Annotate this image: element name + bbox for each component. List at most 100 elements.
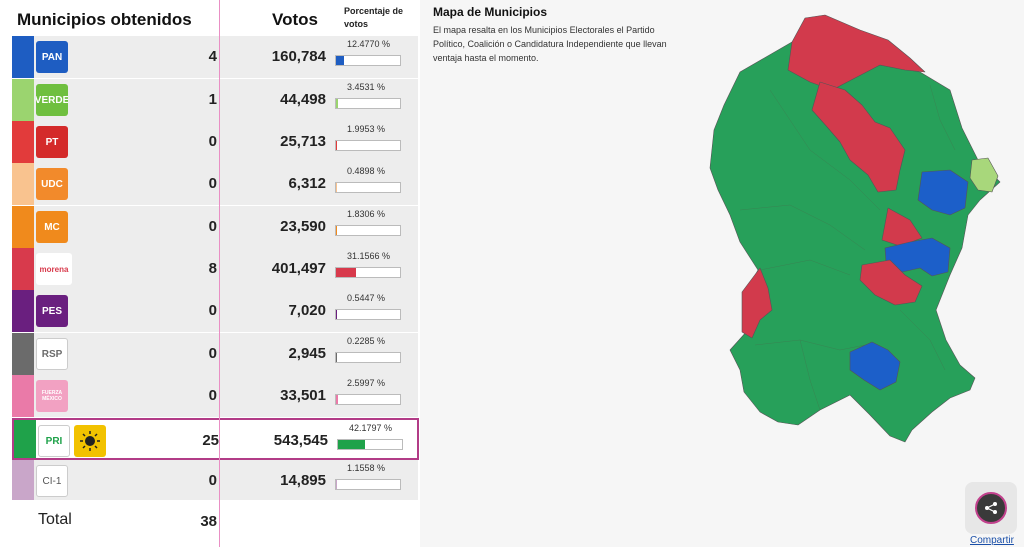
percentage-bar bbox=[335, 182, 401, 193]
party-logo: PRI bbox=[38, 425, 70, 457]
party-logo-label: UDC bbox=[41, 178, 63, 190]
map-region-red-west[interactable] bbox=[741, 267, 773, 339]
table-row[interactable]: PT 0 25,713 1.9953 % bbox=[12, 121, 418, 163]
party-color-bar bbox=[12, 460, 34, 502]
party-logo-label: PRI bbox=[45, 435, 63, 447]
map-region-lightgreen-east[interactable] bbox=[969, 157, 999, 193]
map-region-blue-south[interactable] bbox=[849, 341, 901, 391]
percentage-bar-fill bbox=[336, 353, 337, 362]
table-row[interactable]: RSP 0 2,945 0.2285 % bbox=[12, 333, 418, 375]
table-row[interactable]: VERDE 1 44,498 3.4531 % bbox=[12, 79, 418, 121]
percentage-bar-fill bbox=[336, 226, 338, 235]
column-divider bbox=[219, 0, 220, 547]
votos-count: 6,312 bbox=[288, 175, 326, 192]
percentage-label: 12.4770 % bbox=[347, 39, 391, 49]
percentage-label: 2.5997 % bbox=[347, 378, 386, 388]
municipios-count: 0 bbox=[208, 175, 217, 192]
percentage-label: 1.1558 % bbox=[347, 463, 386, 473]
party-logo: morena bbox=[36, 253, 72, 285]
table-header: Municipios obtenidos Votos Porcentaje de… bbox=[0, 0, 420, 36]
percentage-bar bbox=[335, 267, 401, 278]
votos-count: 33,501 bbox=[280, 387, 326, 404]
percentage-bar-fill bbox=[336, 395, 338, 404]
party-color-bar bbox=[12, 333, 34, 375]
party-logo: CI-1 bbox=[36, 465, 68, 497]
table-row[interactable]: CI-1 0 14,895 1.1558 % bbox=[12, 460, 418, 502]
party-logo-label: PAN bbox=[41, 51, 63, 63]
municipios-count: 4 bbox=[208, 48, 217, 65]
percentage-bar-fill bbox=[336, 183, 337, 192]
percentage-bar bbox=[337, 439, 403, 450]
percentage-bar bbox=[335, 352, 401, 363]
votos-count: 14,895 bbox=[280, 472, 326, 489]
votos-count: 25,713 bbox=[280, 133, 326, 150]
map-region-blue-east[interactable] bbox=[917, 169, 969, 216]
party-logo: PAN bbox=[36, 41, 68, 73]
party-logo: PT bbox=[36, 126, 68, 158]
share-icon bbox=[975, 492, 1007, 524]
table-row[interactable]: morena 8 401,497 31.1566 % bbox=[12, 248, 418, 290]
party-logo: RSP bbox=[36, 338, 68, 370]
party-color-bar bbox=[14, 420, 36, 458]
party-color-bar bbox=[12, 248, 34, 290]
municipios-count: 0 bbox=[208, 387, 217, 404]
share-link[interactable]: Compartir bbox=[970, 535, 1014, 546]
total-value: 38 bbox=[200, 513, 217, 530]
percentage-label: 1.8306 % bbox=[347, 209, 386, 219]
party-logo: UDC bbox=[36, 168, 68, 200]
map-panel: Mapa de Municipios El mapa resalta en lo… bbox=[420, 0, 1024, 547]
party-color-bar bbox=[12, 121, 34, 163]
party-logo-label: CI-1 bbox=[42, 475, 62, 487]
party-color-bar bbox=[12, 36, 34, 78]
party-logo-label: PES bbox=[41, 305, 62, 317]
party-logo: VERDE bbox=[36, 84, 68, 116]
total-label: Total bbox=[38, 511, 72, 528]
table-row[interactable]: PAN 4 160,784 12.4770 % bbox=[12, 36, 418, 78]
votos-count: 44,498 bbox=[280, 91, 326, 108]
party-logo-label: RSP bbox=[41, 348, 63, 360]
percentage-bar-fill bbox=[336, 141, 338, 150]
map-region-red-center[interactable] bbox=[811, 81, 906, 193]
votos-count: 401,497 bbox=[271, 260, 326, 277]
party-logo: MC bbox=[36, 211, 68, 243]
municipios-count: 8 bbox=[208, 260, 217, 277]
party-logo-label: VERDE bbox=[36, 94, 68, 106]
percentage-label: 1.9953 % bbox=[347, 124, 386, 134]
share-button[interactable] bbox=[965, 482, 1017, 534]
percentage-bar bbox=[335, 225, 401, 236]
percentage-bar-fill bbox=[336, 99, 339, 108]
percentage-label: 0.2285 % bbox=[347, 336, 386, 346]
municipios-count: 25 bbox=[202, 432, 219, 449]
party-logo-label: morena bbox=[39, 264, 69, 274]
municipios-count: 1 bbox=[208, 91, 217, 108]
map-region-red-south-center[interactable] bbox=[859, 259, 923, 306]
percentage-label: 0.4898 % bbox=[347, 166, 386, 176]
table-row[interactable]: UDC 0 6,312 0.4898 % bbox=[12, 163, 418, 205]
map-region-red-north[interactable] bbox=[787, 14, 926, 91]
votos-count: 23,590 bbox=[280, 218, 326, 235]
percentage-label: 31.1566 % bbox=[347, 251, 391, 261]
table-row[interactable]: PES 0 7,020 0.5447 % bbox=[12, 290, 418, 332]
percentage-label: 0.5447 % bbox=[347, 293, 386, 303]
table-row[interactable]: PRI 25 543,545 42.1797 % bbox=[12, 418, 419, 460]
municipalities-map[interactable] bbox=[700, 10, 1020, 450]
table-row[interactable]: FUERZA MÉXICO 0 33,501 2.5997 % bbox=[12, 375, 418, 417]
percentage-bar-fill bbox=[336, 480, 337, 489]
votos-count: 7,020 bbox=[288, 302, 326, 319]
municipios-count: 0 bbox=[208, 302, 217, 319]
map-description: El mapa resalta en los Municipios Electo… bbox=[433, 25, 667, 63]
percentage-bar-fill bbox=[336, 56, 344, 65]
map-title: Mapa de Municipios bbox=[433, 5, 548, 19]
party-logo-label: FUERZA MÉXICO bbox=[41, 390, 63, 402]
header-municipios: Municipios obtenidos bbox=[17, 10, 192, 29]
party-logo-label: MC bbox=[44, 221, 60, 233]
municipios-count: 0 bbox=[208, 472, 217, 489]
prd-logo bbox=[74, 425, 106, 457]
party-logo-label: PT bbox=[45, 136, 59, 148]
municipios-count: 0 bbox=[208, 218, 217, 235]
results-table: Municipios obtenidos Votos Porcentaje de… bbox=[0, 0, 420, 547]
party-color-bar bbox=[12, 206, 34, 248]
table-row[interactable]: MC 0 23,590 1.8306 % bbox=[12, 206, 418, 248]
municipios-count: 0 bbox=[208, 133, 217, 150]
header-porcentaje: Porcentaje de votos bbox=[344, 6, 404, 29]
